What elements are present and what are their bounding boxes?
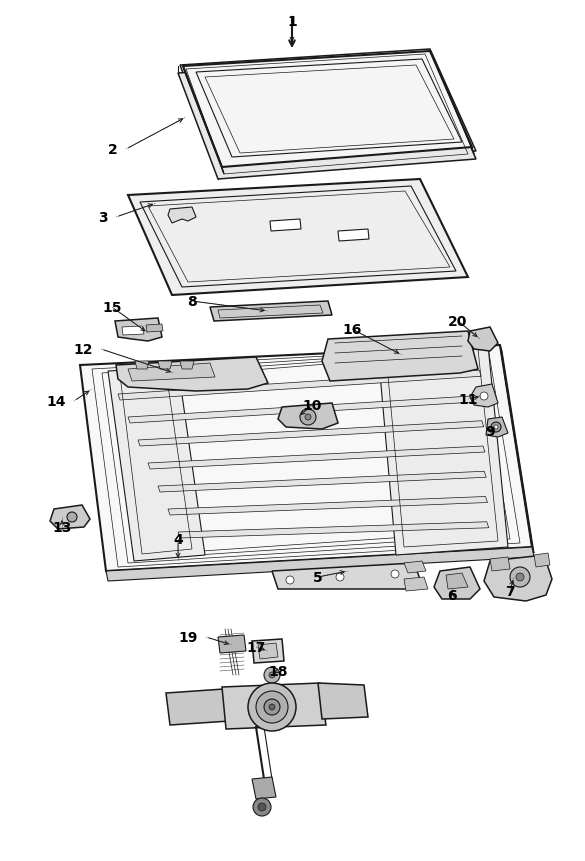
Circle shape (258, 803, 266, 811)
Text: 16: 16 (342, 323, 362, 337)
Polygon shape (178, 58, 476, 180)
Polygon shape (404, 561, 426, 573)
Polygon shape (500, 345, 534, 554)
Polygon shape (378, 345, 508, 555)
Polygon shape (116, 357, 268, 392)
Text: 1: 1 (287, 15, 297, 29)
Circle shape (391, 570, 399, 579)
Polygon shape (168, 208, 196, 224)
Circle shape (491, 423, 501, 432)
Polygon shape (252, 777, 276, 799)
Text: 13: 13 (52, 520, 72, 535)
Text: 15: 15 (102, 300, 122, 314)
Polygon shape (338, 230, 369, 242)
Polygon shape (258, 643, 278, 660)
Text: 8: 8 (187, 294, 197, 308)
Polygon shape (430, 52, 474, 155)
Polygon shape (135, 362, 149, 369)
Text: 5: 5 (313, 570, 323, 585)
Polygon shape (446, 573, 468, 589)
Circle shape (300, 410, 316, 425)
Polygon shape (470, 385, 498, 407)
Text: 4: 4 (173, 532, 183, 547)
Polygon shape (183, 67, 224, 175)
Polygon shape (115, 319, 162, 342)
Circle shape (305, 414, 311, 420)
Circle shape (269, 672, 275, 678)
Circle shape (516, 573, 524, 581)
Text: 6: 6 (447, 588, 457, 603)
Polygon shape (270, 220, 301, 232)
Polygon shape (183, 52, 472, 168)
Text: 12: 12 (74, 343, 93, 356)
Polygon shape (138, 421, 484, 447)
Polygon shape (534, 554, 550, 567)
Polygon shape (146, 325, 163, 332)
Text: 10: 10 (302, 399, 322, 412)
Polygon shape (468, 328, 498, 351)
Polygon shape (128, 363, 215, 381)
Circle shape (286, 576, 294, 585)
Text: 3: 3 (98, 211, 108, 225)
Text: 7: 7 (505, 585, 515, 598)
Text: 11: 11 (458, 393, 478, 406)
Circle shape (264, 667, 280, 684)
Text: 2: 2 (108, 143, 118, 157)
Polygon shape (222, 684, 326, 729)
Text: 14: 14 (46, 394, 66, 408)
Polygon shape (278, 404, 338, 430)
Polygon shape (322, 331, 478, 381)
Text: 9: 9 (485, 424, 495, 438)
Polygon shape (272, 563, 420, 589)
Circle shape (248, 684, 296, 731)
Circle shape (480, 393, 488, 400)
Polygon shape (180, 362, 194, 369)
Polygon shape (168, 497, 487, 516)
Circle shape (494, 425, 498, 430)
Text: 18: 18 (269, 664, 288, 678)
Polygon shape (434, 567, 480, 599)
Polygon shape (252, 639, 284, 663)
Circle shape (510, 567, 530, 587)
Polygon shape (80, 345, 532, 572)
Circle shape (256, 691, 288, 723)
Polygon shape (178, 522, 488, 538)
Polygon shape (118, 371, 481, 400)
Polygon shape (318, 684, 368, 719)
Text: 17: 17 (246, 641, 266, 654)
Circle shape (269, 704, 275, 710)
Polygon shape (158, 472, 486, 492)
Polygon shape (210, 301, 332, 322)
Polygon shape (106, 548, 534, 581)
Polygon shape (158, 362, 172, 369)
Polygon shape (218, 635, 246, 653)
Text: 19: 19 (178, 630, 198, 644)
Polygon shape (490, 557, 510, 572)
Polygon shape (128, 396, 483, 424)
Polygon shape (108, 368, 205, 561)
Circle shape (336, 573, 344, 581)
Polygon shape (122, 326, 144, 336)
Polygon shape (404, 578, 428, 592)
Polygon shape (148, 447, 485, 469)
Polygon shape (166, 689, 230, 725)
Polygon shape (128, 180, 468, 295)
Polygon shape (50, 505, 90, 530)
Circle shape (264, 699, 280, 715)
Polygon shape (484, 555, 552, 601)
Polygon shape (486, 418, 508, 437)
Circle shape (253, 798, 271, 816)
Text: 20: 20 (448, 314, 467, 329)
Circle shape (67, 512, 77, 523)
